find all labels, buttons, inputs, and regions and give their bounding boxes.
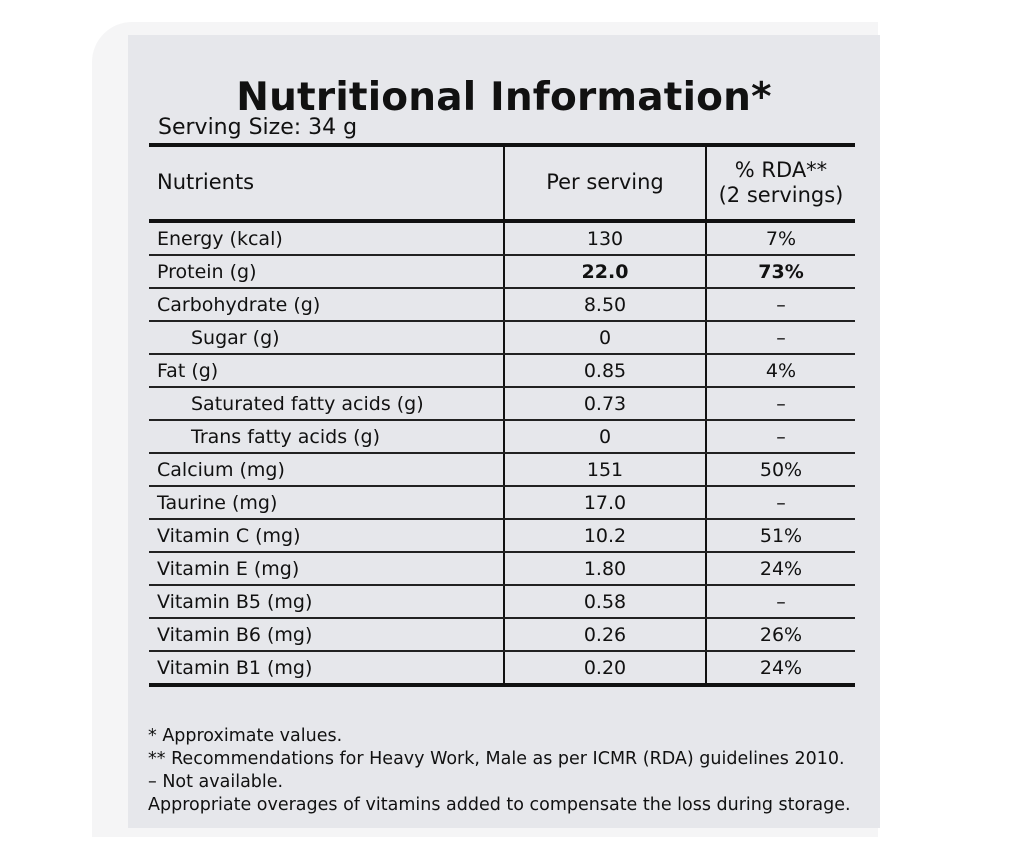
rda-value: 50% — [706, 453, 855, 487]
table-header-row: Nutrients Per serving % RDA** (2 serving… — [149, 143, 855, 223]
rda-value: – — [706, 486, 855, 520]
table-row: Vitamin B1 (mg) 0.20 24% — [149, 651, 855, 687]
footnote-not-available: – Not available. — [148, 772, 284, 792]
label-title: Nutritional Information* — [236, 75, 772, 120]
nutrient-name: Taurine (mg) — [149, 486, 504, 520]
rda-value: 24% — [706, 552, 855, 586]
rda-value: 26% — [706, 618, 855, 652]
rda-value: 4% — [706, 354, 855, 388]
table-row: Calcium (mg) 151 50% — [149, 453, 855, 487]
nutrient-name: Carbohydrate (g) — [149, 288, 504, 322]
rda-value: – — [706, 420, 855, 454]
nutrient-name: Saturated fatty acids (g) — [149, 387, 504, 421]
rda-value: – — [706, 321, 855, 355]
table-row: Vitamin B6 (mg) 0.26 26% — [149, 618, 855, 652]
rda-value: – — [706, 585, 855, 619]
nutrient-name: Vitamin B6 (mg) — [149, 618, 504, 652]
per-serving-value: 1.80 — [503, 552, 707, 586]
header-rda-label: % RDA** — [734, 157, 828, 182]
per-serving-value: 0.26 — [503, 618, 707, 652]
header-per-serving: Per serving — [503, 143, 707, 223]
per-serving-value: 0.85 — [503, 354, 707, 388]
nutrient-name: Trans fatty acids (g) — [149, 420, 504, 454]
nutrition-label: Nutritional Information* Serving Size: 3… — [128, 35, 880, 828]
table-row: Taurine (mg) 17.0 – — [149, 486, 855, 520]
footnote-rda-source: ** Recommendations for Heavy Work, Male … — [148, 749, 845, 769]
per-serving-value: 0.20 — [503, 651, 707, 687]
per-serving-value: 10.2 — [503, 519, 707, 553]
nutrient-name: Fat (g) — [149, 354, 504, 388]
per-serving-value: 8.50 — [503, 288, 707, 322]
header-rda: % RDA** (2 servings) — [706, 143, 855, 223]
per-serving-value: 0.73 — [503, 387, 707, 421]
nutrition-table: Nutrients Per serving % RDA** (2 serving… — [149, 143, 855, 687]
footnote-approximate: * Approximate values. — [148, 726, 343, 746]
table-row: Protein (g) 22.0 73% — [149, 255, 855, 289]
per-serving-value: 0 — [503, 321, 707, 355]
nutrient-name: Energy (kcal) — [149, 221, 504, 256]
header-rda-servings: (2 servings) — [718, 183, 844, 207]
rda-value: – — [706, 387, 855, 421]
table-row: Sugar (g) 0 – — [149, 321, 855, 355]
nutrient-name: Vitamin E (mg) — [149, 552, 504, 586]
rda-value: 24% — [706, 651, 855, 687]
nutrient-name: Vitamin C (mg) — [149, 519, 504, 553]
per-serving-value: 130 — [503, 221, 707, 256]
per-serving-value: 0 — [503, 420, 707, 454]
header-nutrients: Nutrients — [149, 143, 504, 223]
table-row: Trans fatty acids (g) 0 – — [149, 420, 855, 454]
nutrient-name: Calcium (mg) — [149, 453, 504, 487]
per-serving-value: 0.58 — [503, 585, 707, 619]
table-row: Vitamin B5 (mg) 0.58 – — [149, 585, 855, 619]
nutrient-name: Vitamin B1 (mg) — [149, 651, 504, 687]
table-row: Saturated fatty acids (g) 0.73 – — [149, 387, 855, 421]
rda-value: 73% — [706, 255, 855, 289]
rda-value: 51% — [706, 519, 855, 553]
table-row: Vitamin C (mg) 10.2 51% — [149, 519, 855, 553]
per-serving-value: 22.0 — [503, 255, 707, 289]
rda-value: 7% — [706, 221, 855, 256]
nutrient-name: Sugar (g) — [149, 321, 504, 355]
footnote-overages: Appropriate overages of vitamins added t… — [148, 795, 851, 815]
serving-size: Serving Size: 34 g — [158, 115, 358, 140]
table-row: Fat (g) 0.85 4% — [149, 354, 855, 388]
per-serving-value: 17.0 — [503, 486, 707, 520]
table-row: Vitamin E (mg) 1.80 24% — [149, 552, 855, 586]
nutrient-name: Protein (g) — [149, 255, 504, 289]
table-row: Carbohydrate (g) 8.50 – — [149, 288, 855, 322]
per-serving-value: 151 — [503, 453, 707, 487]
rda-value: – — [706, 288, 855, 322]
table-row: Energy (kcal) 130 7% — [149, 221, 855, 256]
nutrient-name: Vitamin B5 (mg) — [149, 585, 504, 619]
footnotes: * Approximate values. ** Recommendations… — [148, 725, 851, 817]
